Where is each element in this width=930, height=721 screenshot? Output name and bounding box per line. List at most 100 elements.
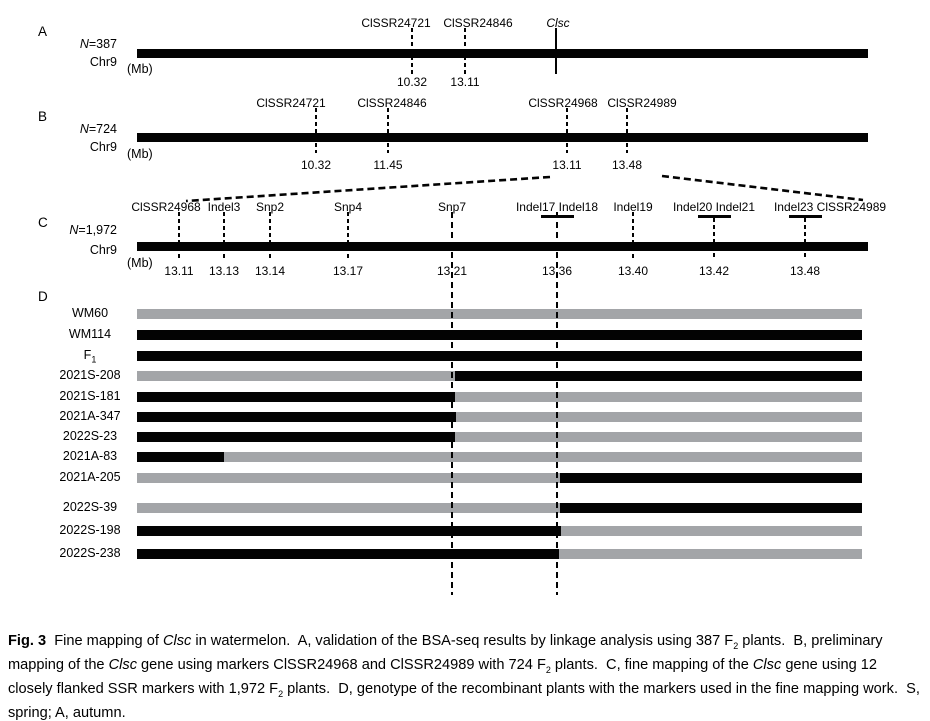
marker-position-mb: 13.13 <box>208 264 240 278</box>
caption-text: 2 <box>545 664 551 675</box>
population-size-label: N=1,972 <box>69 223 117 237</box>
marker-label-clssr24846: ClSSR24846 <box>357 96 427 110</box>
marker-tick-dashed <box>222 212 226 259</box>
marker-label-indel20-indel21: Indel20 Indel21 <box>672 200 756 214</box>
marker-tick-dashed <box>177 212 181 259</box>
genotype-segment-gray <box>559 549 862 559</box>
genotype-row-label: WM60 <box>71 306 109 320</box>
panel-letter-d: D <box>38 289 48 304</box>
marker-label-snp2: Snp2 <box>255 200 285 214</box>
marker-position-mb: 13.11 <box>164 264 194 278</box>
genotype-segment-gray <box>456 412 862 422</box>
population-size-label: N=387 <box>79 37 117 51</box>
genotype-row-label: 2022S-198 <box>59 523 121 537</box>
marker-label-indel23-clssr24989: Indel23 ClSSR24989 <box>773 200 887 214</box>
marker-tick-dashed <box>803 218 807 259</box>
genotype-row-label: 2021A-83 <box>62 449 118 463</box>
genotype-segment-gray <box>455 432 862 442</box>
panel-letter-b: B <box>38 109 48 124</box>
caption-text: 2 <box>278 688 284 699</box>
genotype-segment-black <box>137 330 862 340</box>
chromosome-label: Chr9 <box>89 140 117 154</box>
caption-text: plants. B, preliminary mapping of the <box>8 633 887 673</box>
genotype-segment-gray <box>455 392 862 402</box>
marker-label-clssr24968: ClSSR24968 <box>528 96 598 110</box>
unit-label: (Mb) <box>127 256 153 270</box>
caption-text: plants. C, fine mapping of the <box>550 656 753 673</box>
caption-text: gene using 12 closely flanked SSR marker… <box>8 656 882 697</box>
genotype-row-label: 2021S-208 <box>59 368 121 382</box>
genotype-row-label: 2021A-205 <box>59 470 121 484</box>
genotype-row-label: 2021A-347 <box>59 409 121 423</box>
panel-letter-c: C <box>38 215 48 230</box>
marker-label-indel19: Indel19 <box>613 200 653 214</box>
chromosome-bar-c <box>137 242 868 251</box>
marker-position-mb: 13.11 <box>552 158 582 172</box>
marker-label-clssr24721: ClSSR24721 <box>361 16 431 30</box>
panel-letter-a: A <box>38 24 48 39</box>
marker-label-snp4: Snp4 <box>333 200 363 214</box>
chromosome-label: Chr9 <box>89 243 117 257</box>
genotype-segment-gray <box>137 309 862 319</box>
genotype-segment-gray <box>137 371 455 381</box>
chromosome-bar-a <box>137 49 868 58</box>
marker-label-clsc: Clsc <box>546 16 570 30</box>
marker-label-snp7: Snp7 <box>437 200 467 214</box>
marker-position-mb: 13.11 <box>450 75 480 89</box>
genotype-segment-black <box>455 371 862 381</box>
genotype-segment-black <box>137 351 862 361</box>
n-italic: N <box>79 37 89 51</box>
marker-position-mb: 10.32 <box>396 75 428 89</box>
genotype-segment-black <box>560 473 862 483</box>
genotype-segment-gray <box>561 526 862 536</box>
genotype-segment-black <box>137 452 224 462</box>
genotype-segment-black <box>137 392 455 402</box>
caption-fig-number: Fig. 3 <box>8 633 47 649</box>
genotype-segment-black <box>137 549 559 559</box>
unit-label: (Mb) <box>127 147 153 161</box>
n-italic: N <box>79 122 89 136</box>
marker-dashed-line-long <box>450 212 453 595</box>
marker-tick-dashed <box>625 108 629 153</box>
marker-tick-dashed <box>314 108 318 153</box>
marker-tick-dashed <box>268 212 272 259</box>
marker-pair-bracket <box>698 215 731 218</box>
subscript: 1 <box>91 354 97 365</box>
marker-pair-bracket <box>789 215 822 218</box>
genotype-segment-gray <box>137 503 560 513</box>
genotype-segment-black <box>137 526 561 536</box>
caption-text: gene using markers ClSSR24968 and ClSSR2… <box>137 656 546 673</box>
marker-position-mb: 13.42 <box>698 264 730 278</box>
marker-tick-dashed <box>565 108 569 153</box>
marker-label-indel3: Indel3 <box>207 200 241 214</box>
genotype-segment-black <box>560 503 862 513</box>
genotype-segment-gray <box>137 473 560 483</box>
marker-position-mb: 13.40 <box>617 264 649 278</box>
genotype-segment-black <box>137 412 456 422</box>
marker-label-clssr24721: ClSSR24721 <box>256 96 326 110</box>
expansion-dashed-line-right <box>661 174 864 202</box>
caption-text: in watermelon. A, validation of the BSA-… <box>191 633 734 649</box>
marker-label-clssr24846: ClSSR24846 <box>443 16 513 30</box>
genotype-row-label: 2022S-23 <box>62 429 118 443</box>
marker-tick-dashed <box>386 108 390 153</box>
genotype-row-label: WM114 <box>68 327 112 341</box>
marker-label-indel17-indel18: Indel17 Indel18 <box>515 200 599 214</box>
caption-text: 2 <box>733 640 739 651</box>
chromosome-bar-b <box>137 133 868 142</box>
genotype-segment-gray <box>224 452 862 462</box>
unit-label: (Mb) <box>127 62 153 76</box>
genotype-row-label: F1 <box>83 348 97 365</box>
genotype-row-label: 2021S-181 <box>59 389 121 403</box>
n-italic: N <box>69 223 79 237</box>
marker-dashed-line-long <box>555 212 558 595</box>
figure-caption: Fig. 3 Fine mapping of Clsc in watermelo… <box>8 632 924 721</box>
genotype-row-label: 2022S-39 <box>62 500 118 514</box>
marker-tick-dashed <box>712 218 716 259</box>
population-size-label: N=724 <box>79 122 117 136</box>
marker-tick-dashed <box>346 212 350 259</box>
genotype-segment-black <box>137 432 455 442</box>
caption-text: Fine mapping of <box>46 633 163 649</box>
